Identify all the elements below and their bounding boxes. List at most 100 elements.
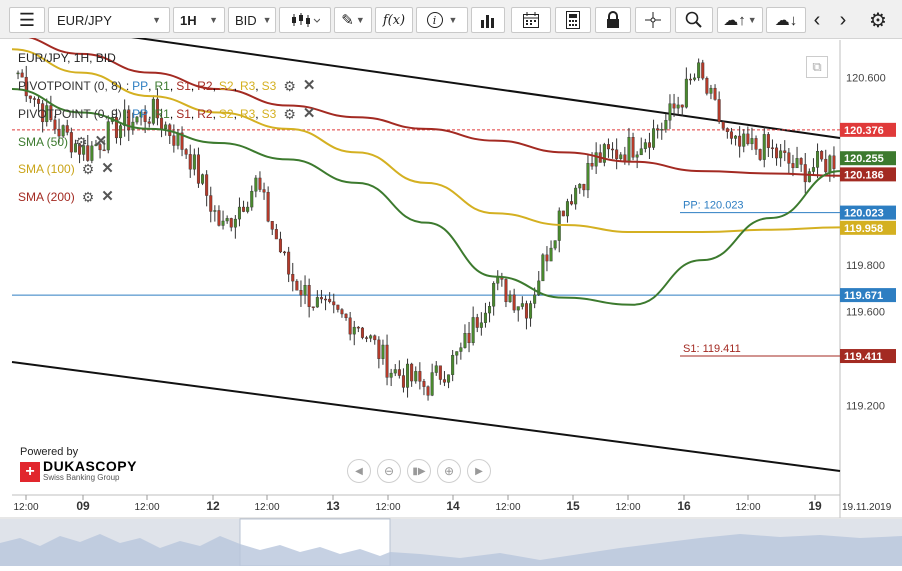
candle-body [373, 335, 377, 341]
close-icon[interactable]: ✕ [94, 133, 108, 150]
candle-body [283, 251, 287, 254]
candles [16, 58, 836, 401]
side-label: BID [235, 12, 257, 28]
zoom-button[interactable] [675, 7, 713, 33]
candle-body [57, 128, 61, 137]
calendar-button[interactable] [511, 7, 551, 33]
candle-body [779, 150, 783, 159]
expand-icon[interactable]: ⧉ [806, 56, 828, 78]
candle-body [434, 365, 438, 373]
candle-body [463, 333, 467, 348]
legend-sma-200[interactable]: SMA (200) ⚙ ✕ [18, 188, 114, 206]
candle-body [586, 163, 590, 191]
x-tick-label: 09 [76, 499, 90, 513]
channel-lower-line [11, 361, 841, 472]
candle-body [262, 189, 266, 193]
next-button[interactable]: › [832, 7, 854, 33]
price-tag [840, 220, 896, 235]
candle-body [799, 158, 803, 165]
volume-button[interactable] [471, 7, 505, 33]
candle-body [217, 210, 221, 226]
candle-body [397, 369, 401, 376]
candle-body [41, 103, 45, 123]
legend-sma-50[interactable]: SMA (50) ⚙ ✕ [18, 133, 108, 151]
candle-body [516, 306, 520, 311]
calculator-icon [566, 11, 580, 29]
candle-body [471, 317, 475, 344]
gear-icon[interactable]: ⚙ [75, 134, 88, 150]
candle-body [250, 190, 254, 208]
candle-body [746, 133, 750, 145]
candle-body [49, 105, 53, 121]
hamburger-icon: ☰ [18, 9, 36, 30]
prev-button[interactable]: ‹ [806, 7, 828, 33]
candle-body [742, 133, 746, 147]
legend-sma-100[interactable]: SMA (100) ⚙ ✕ [18, 160, 114, 178]
reset-zoom-icon[interactable]: ▮▶ [407, 459, 431, 483]
gear-icon[interactable]: ⚙ [81, 161, 95, 177]
pivot-label: PP: 120.023 [683, 200, 744, 212]
side-select[interactable]: BID ▼ [228, 7, 276, 33]
candle-body [496, 276, 500, 284]
info-button[interactable]: i ▼ [416, 7, 468, 33]
candle-body [78, 143, 82, 155]
settings-button[interactable]: ⚙ [864, 7, 892, 33]
candle-body [73, 143, 77, 153]
price-tag [840, 349, 896, 364]
crosshair-button[interactable] [635, 7, 671, 33]
legend-level: R1 [154, 79, 170, 93]
lock-button[interactable] [595, 7, 631, 33]
price-tag-label: 119.411 [844, 351, 883, 363]
close-icon[interactable]: ✕ [302, 105, 316, 122]
instrument-select[interactable]: EUR/JPY ▼ [48, 7, 170, 33]
download-button[interactable]: ☁↓ [766, 7, 806, 33]
timeframe-select[interactable]: 1H ▼ [173, 7, 225, 33]
draw-tool-button[interactable]: ✎ ▼ [334, 7, 372, 33]
pivot-label: S1: 119.411 [683, 343, 741, 355]
close-icon[interactable]: ✕ [101, 188, 114, 205]
candle-body [242, 206, 246, 212]
legend-level: R2 [197, 107, 213, 121]
scroll-right-icon[interactable]: ▶ [467, 459, 491, 483]
candle-body [676, 104, 680, 109]
x-tick-label: 12:00 [134, 502, 159, 513]
menu-button[interactable]: ☰ [9, 7, 45, 33]
candle-body [192, 154, 196, 170]
chart-type-button[interactable] [279, 7, 331, 33]
x-tick-label: 16 [677, 499, 691, 513]
zoom-in-icon[interactable]: ⊕ [437, 459, 461, 483]
legend-level: S3 [261, 107, 277, 121]
gear-icon[interactable]: ⚙ [283, 78, 296, 94]
close-icon[interactable]: ✕ [101, 160, 114, 177]
close-icon[interactable]: ✕ [302, 77, 316, 94]
legend-pivot-8[interactable]: PIVOTPOINT (0, 8) : PP, R1, S1, R2, S2, … [18, 77, 316, 95]
candle-body [680, 104, 684, 108]
scroll-left-icon[interactable]: ◀ [347, 459, 371, 483]
dukascopy-logo: + DUKASCOPY Swiss Banking Group [20, 459, 137, 483]
chevron-right-icon: › [839, 8, 847, 31]
candle-body [447, 374, 451, 383]
gear-icon[interactable]: ⚙ [81, 189, 95, 205]
indicators-button[interactable]: f(x) [375, 7, 413, 33]
candle-body [344, 313, 348, 319]
legend-level: S2 [218, 79, 234, 93]
price-tag [840, 122, 896, 137]
candle-body [643, 142, 647, 149]
candle-body [270, 220, 274, 230]
candle-body [578, 183, 582, 189]
candle-body [205, 174, 209, 196]
candle-body [45, 105, 49, 123]
gear-icon[interactable]: ⚙ [283, 106, 296, 122]
timeframe-label: 1H [180, 12, 197, 28]
candle-body [754, 138, 758, 150]
zoom-out-icon[interactable]: ⊖ [377, 459, 401, 483]
legend-pivot-9[interactable]: PIVOTPOINT (0, 9) : PP, R1, S1, R2, S2, … [18, 105, 316, 123]
upload-button[interactable]: ☁↑ ▼ [717, 7, 763, 33]
candle-body [549, 247, 553, 262]
x-tick-label: 12:00 [13, 502, 38, 513]
candle-body [656, 128, 660, 131]
calculator-button[interactable] [555, 7, 591, 33]
candle-body [660, 129, 664, 131]
